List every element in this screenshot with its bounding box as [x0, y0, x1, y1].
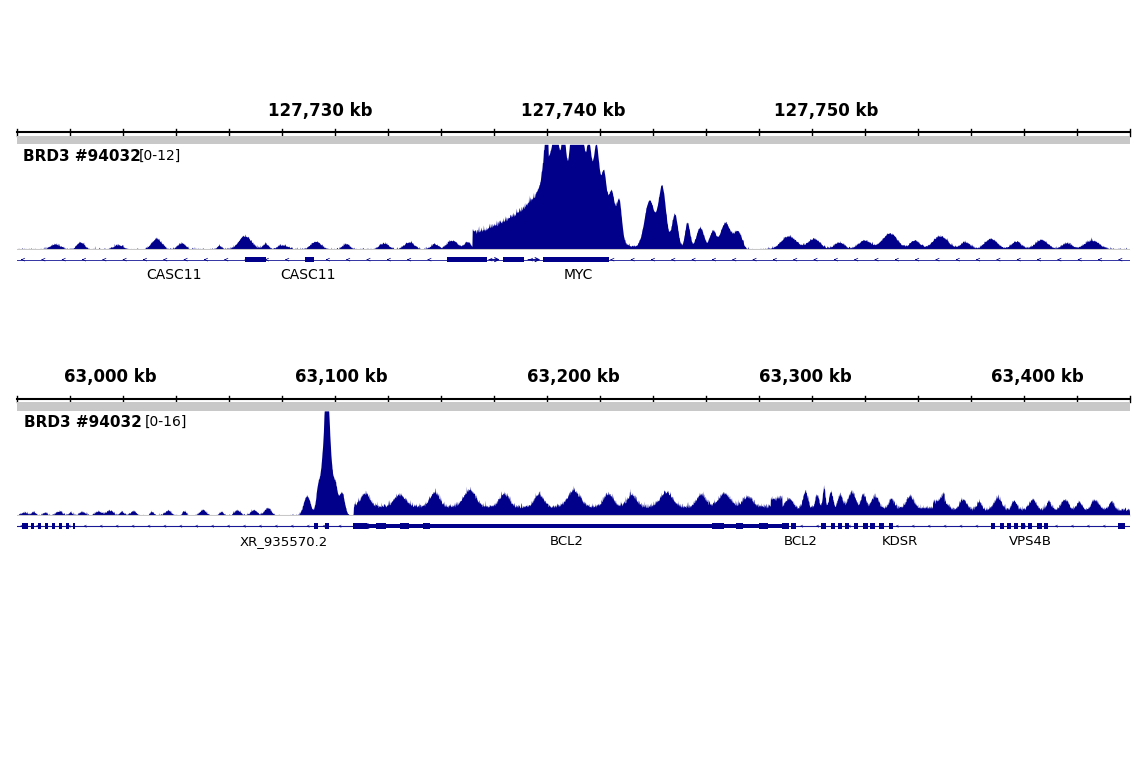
- Bar: [782, 523, 788, 529]
- Bar: [853, 523, 858, 529]
- Text: 127,730 kb: 127,730 kb: [268, 101, 373, 120]
- Bar: [377, 523, 386, 529]
- Bar: [31, 523, 34, 529]
- Bar: [736, 523, 743, 529]
- Bar: [51, 523, 56, 529]
- Bar: [354, 523, 367, 529]
- Bar: [447, 257, 487, 263]
- Bar: [822, 523, 826, 529]
- Text: CASC11: CASC11: [281, 268, 335, 282]
- Bar: [314, 523, 318, 529]
- Bar: [543, 257, 609, 263]
- Bar: [502, 257, 524, 263]
- Bar: [759, 523, 768, 529]
- Text: XR_935570.2: XR_935570.2: [240, 535, 327, 548]
- Bar: [73, 523, 75, 529]
- Bar: [422, 523, 430, 529]
- Bar: [863, 523, 867, 529]
- Text: 63,300 kb: 63,300 kb: [759, 368, 851, 386]
- Bar: [831, 523, 835, 529]
- Text: BRD3 #94032: BRD3 #94032: [24, 148, 141, 164]
- Text: 127,750 kb: 127,750 kb: [774, 101, 879, 120]
- Bar: [1118, 523, 1125, 529]
- Text: KDSR: KDSR: [882, 535, 919, 548]
- Bar: [791, 523, 796, 529]
- Bar: [306, 257, 314, 263]
- Bar: [712, 523, 725, 529]
- Text: [0-16]: [0-16]: [145, 415, 187, 429]
- Bar: [22, 523, 27, 529]
- Bar: [837, 523, 842, 529]
- Text: MYC: MYC: [564, 268, 593, 282]
- Bar: [66, 523, 70, 529]
- Text: 127,740 kb: 127,740 kb: [521, 101, 625, 120]
- Bar: [1044, 523, 1049, 529]
- Bar: [59, 523, 63, 529]
- Bar: [990, 523, 995, 529]
- Text: BCL2: BCL2: [550, 535, 583, 548]
- Text: [0-12]: [0-12]: [138, 148, 180, 163]
- Text: 63,100 kb: 63,100 kb: [296, 368, 388, 386]
- Text: BRD3 #94032: BRD3 #94032: [24, 415, 141, 430]
- Bar: [38, 523, 41, 529]
- Bar: [1028, 523, 1033, 529]
- Bar: [844, 523, 849, 529]
- Bar: [880, 523, 884, 529]
- Bar: [889, 523, 893, 529]
- Bar: [1006, 523, 1011, 529]
- Bar: [354, 525, 782, 528]
- Text: 63,200 kb: 63,200 kb: [527, 368, 620, 386]
- Bar: [1037, 523, 1042, 529]
- Bar: [1013, 523, 1018, 529]
- Bar: [1021, 523, 1026, 529]
- Text: 63,000 kb: 63,000 kb: [64, 368, 156, 386]
- Text: VPS4B: VPS4B: [1009, 535, 1051, 548]
- Bar: [44, 523, 48, 529]
- Bar: [244, 257, 266, 263]
- Bar: [1000, 523, 1004, 529]
- Bar: [325, 523, 329, 529]
- Text: BCL2: BCL2: [784, 535, 817, 548]
- Text: CASC11: CASC11: [146, 268, 202, 282]
- Bar: [399, 523, 408, 529]
- Bar: [869, 523, 875, 529]
- Text: 63,400 kb: 63,400 kb: [990, 368, 1083, 386]
